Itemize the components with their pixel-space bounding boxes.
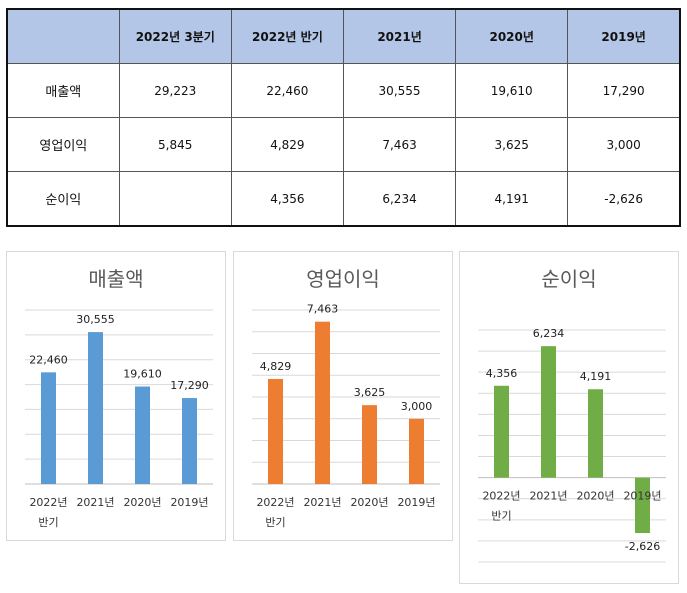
revenue-chart-svg: 매출액 22,460 2022년 반기 30,555 2021년 19,610 2020년 17… xyxy=(25,267,213,529)
data-label: 4,356 xyxy=(486,367,518,380)
operating-profit-chart-title: 영업이익 xyxy=(306,267,380,291)
table-header-cell: 2022년 3분기 xyxy=(118,8,232,64)
bar xyxy=(315,321,330,484)
data-label: 17,290 xyxy=(170,379,209,392)
table-cell: 30,555 xyxy=(342,63,457,118)
category-label: 2021년 xyxy=(303,496,341,509)
table-row: 매출액 29,223 22,460 30,555 19,610 17,290 xyxy=(6,63,681,118)
bar xyxy=(541,346,556,478)
financial-table: 2022년 3분기 2022년 반기 2021년 2020년 2019년 매출액… xyxy=(6,8,681,227)
category-label: 2019년 xyxy=(623,490,661,503)
row-label: 영업이익 xyxy=(6,117,120,172)
table-cell: 19,610 xyxy=(455,63,569,118)
table-row: 영업이익 5,845 4,829 7,463 3,625 3,000 xyxy=(6,117,681,172)
data-label: 4,829 xyxy=(260,360,292,373)
bar xyxy=(588,389,603,478)
category-label: 2019년 xyxy=(170,496,208,509)
table-cell: 17,290 xyxy=(567,63,681,118)
table-row: 순이익 4,356 6,234 4,191 -2,626 xyxy=(6,171,681,227)
category-label: 2020년 xyxy=(576,490,614,503)
category-label: 2022년 반기 xyxy=(29,496,67,529)
operating-profit-chart: 영업이익 4,829 2022년 반기 7,463 2021년 3,625 2020년 3,00… xyxy=(233,251,453,541)
bar xyxy=(268,378,283,484)
bar xyxy=(635,477,650,534)
table-cell: 29,223 xyxy=(118,63,232,118)
net-income-chart: 순이익 4,356 2022년 반기 6,234 2021년 4,191 2020년 -2,62… xyxy=(459,251,679,584)
table-header-cell: 2020년 xyxy=(455,8,569,64)
category-label: 2022년 반기 xyxy=(482,490,520,523)
table-cell: 5,845 xyxy=(118,117,232,172)
bar xyxy=(494,385,509,478)
table-cell: 3,000 xyxy=(567,117,681,172)
table-header-cell: 2021년 xyxy=(342,8,457,64)
category-label: 2019년 xyxy=(397,496,435,509)
table-cell: 4,356 xyxy=(230,171,344,227)
bar xyxy=(182,398,197,484)
data-label: 7,463 xyxy=(307,303,339,316)
bar xyxy=(135,386,150,484)
data-label: 4,191 xyxy=(580,370,612,383)
table-cell xyxy=(118,171,232,227)
net-income-chart-svg: 순이익 4,356 2022년 반기 6,234 2021년 4,191 2020년 -2,62… xyxy=(478,267,666,563)
revenue-chart-title: 매출액 xyxy=(88,267,143,291)
table-cell: 3,625 xyxy=(455,117,569,172)
data-label: 3,000 xyxy=(401,400,433,413)
row-label: 순이익 xyxy=(6,171,120,227)
category-label: 2020년 xyxy=(350,496,388,509)
table-cell: 4,829 xyxy=(230,117,344,172)
table-header-row: 2022년 3분기 2022년 반기 2021년 2020년 2019년 xyxy=(6,8,681,64)
table-cell: 6,234 xyxy=(342,171,457,227)
bar xyxy=(88,332,103,484)
row-label: 매출액 xyxy=(6,63,120,118)
category-label: 2021년 xyxy=(76,496,114,509)
data-label: 22,460 xyxy=(29,353,68,366)
data-label: 6,234 xyxy=(533,327,565,340)
data-label: 19,610 xyxy=(123,368,162,381)
operating-profit-chart-svg: 영업이익 4,829 2022년 반기 7,463 2021년 3,625 2020년 3,00… xyxy=(252,267,440,529)
net-income-chart-title: 순이익 xyxy=(541,267,596,291)
table-cell: 4,191 xyxy=(455,171,569,227)
data-label: 3,625 xyxy=(354,386,386,399)
bar xyxy=(409,418,424,484)
table-header-cell: 2019년 xyxy=(567,8,681,64)
data-label: -2,626 xyxy=(625,540,660,553)
category-label: 2020년 xyxy=(123,496,161,509)
table-cell: 22,460 xyxy=(230,63,344,118)
bar xyxy=(362,405,377,484)
table-cell: 7,463 xyxy=(342,117,457,172)
table-cell: -2,626 xyxy=(567,171,681,227)
table-header-cell xyxy=(6,8,120,64)
category-label: 2022년 반기 xyxy=(256,496,294,529)
data-label: 30,555 xyxy=(76,313,115,326)
bar xyxy=(41,372,56,484)
table-header-cell: 2022년 반기 xyxy=(230,8,344,64)
revenue-chart: 매출액 22,460 2022년 반기 30,555 2021년 19,610 2020년 17… xyxy=(6,251,226,541)
category-label: 2021년 xyxy=(529,490,567,503)
